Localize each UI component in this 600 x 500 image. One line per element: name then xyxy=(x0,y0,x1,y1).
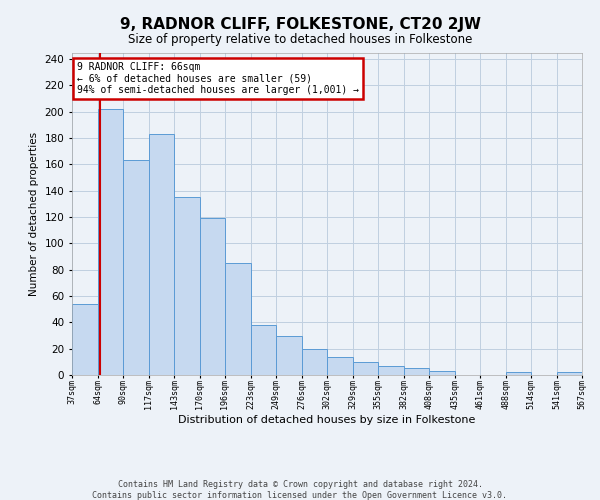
Text: 9, RADNOR CLIFF, FOLKESTONE, CT20 2JW: 9, RADNOR CLIFF, FOLKESTONE, CT20 2JW xyxy=(119,18,481,32)
Y-axis label: Number of detached properties: Number of detached properties xyxy=(29,132,39,296)
Text: 9 RADNOR CLIFF: 66sqm
← 6% of detached houses are smaller (59)
94% of semi-detac: 9 RADNOR CLIFF: 66sqm ← 6% of detached h… xyxy=(77,62,359,96)
Bar xyxy=(225,263,251,375)
Bar xyxy=(429,371,455,375)
Bar xyxy=(353,362,378,375)
Bar xyxy=(72,304,98,375)
Bar xyxy=(327,356,353,375)
Bar xyxy=(149,134,174,375)
Bar xyxy=(98,109,123,375)
X-axis label: Distribution of detached houses by size in Folkestone: Distribution of detached houses by size … xyxy=(178,414,476,424)
Bar xyxy=(174,198,200,375)
Text: Size of property relative to detached houses in Folkestone: Size of property relative to detached ho… xyxy=(128,32,472,46)
Bar xyxy=(276,336,302,375)
Bar xyxy=(251,325,276,375)
Bar xyxy=(302,348,327,375)
Bar xyxy=(200,218,225,375)
Bar xyxy=(506,372,531,375)
Text: Contains HM Land Registry data © Crown copyright and database right 2024.
Contai: Contains HM Land Registry data © Crown c… xyxy=(92,480,508,500)
Bar xyxy=(378,366,404,375)
Bar xyxy=(557,372,582,375)
Bar xyxy=(123,160,149,375)
Bar xyxy=(404,368,429,375)
